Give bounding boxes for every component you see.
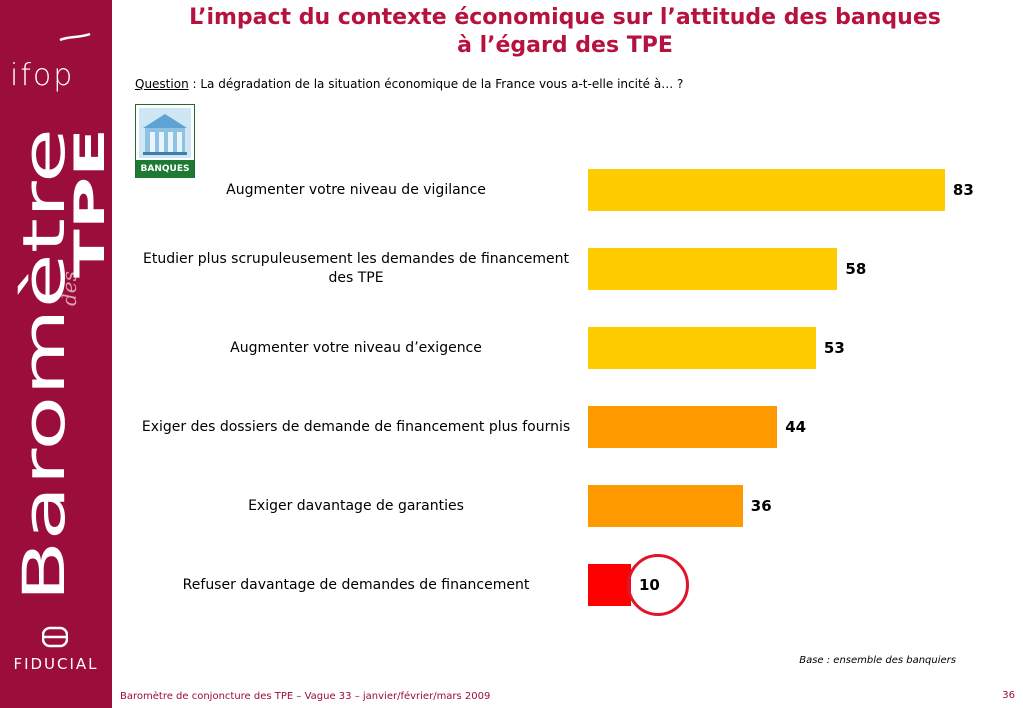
banques-badge-label: BANQUES	[136, 160, 194, 178]
vertical-title-barometre: Baromètre	[10, 128, 78, 602]
data-label: 58	[845, 260, 867, 278]
page-title-line-2: à l’égard des TPE	[457, 33, 673, 58]
data-label: 36	[750, 497, 772, 515]
page-title: L’impact du contexte économique sur l’at…	[120, 4, 1010, 60]
category-label: Augmenter votre niveau de vigilance	[226, 181, 486, 198]
category-label: Augmenter votre niveau d’exigence	[230, 339, 482, 356]
ifop-logo-text: ifop	[10, 58, 75, 93]
question-label: Question	[135, 77, 189, 91]
question-text: La dégradation de la situation économiqu…	[200, 77, 684, 91]
barometre-des-tpe-wordmark: Baromètre des TPE	[10, 128, 112, 602]
bar	[588, 564, 631, 606]
bar	[588, 406, 778, 448]
ifop-logo	[59, 32, 91, 42]
page-title-line-1: L’impact du contexte économique sur l’at…	[189, 5, 941, 30]
brand-sidebar: ifop Baromètre des TPE FIDUCIAL	[0, 0, 112, 708]
banques-badge: BANQUES	[135, 104, 195, 178]
highlight-circle	[627, 554, 689, 616]
data-label: 83	[952, 181, 974, 199]
category-label: Etudier plus scrupuleusement les demande…	[142, 251, 570, 286]
bar	[588, 248, 838, 290]
base-note: Base : ensemble des banquiers	[799, 655, 956, 666]
bar	[588, 169, 945, 211]
category-label: Refuser davantage de demandes de finance…	[182, 576, 530, 593]
data-label: 10	[639, 576, 660, 594]
fiducial-logo-text: FIDUCIAL	[13, 655, 99, 673]
footer-text: Baromètre de conjoncture des TPE – Vague…	[120, 691, 491, 702]
page-number: 36	[1002, 690, 1015, 701]
vertical-title-des: des	[57, 271, 81, 306]
data-label: 53	[823, 339, 845, 357]
category-label: Exiger davantage de garanties	[248, 497, 464, 514]
bar	[588, 327, 816, 369]
vertical-title-tpe: TPE	[65, 128, 112, 278]
bank-building-icon	[139, 108, 191, 158]
question: Question : La dégradation de la situatio…	[135, 77, 683, 91]
data-label: 44	[785, 418, 807, 436]
question-separator: :	[188, 77, 201, 91]
bar	[588, 485, 743, 527]
category-label: Exiger des dossiers de demande de financ…	[141, 418, 571, 435]
fiducial-mark-icon	[42, 626, 68, 648]
